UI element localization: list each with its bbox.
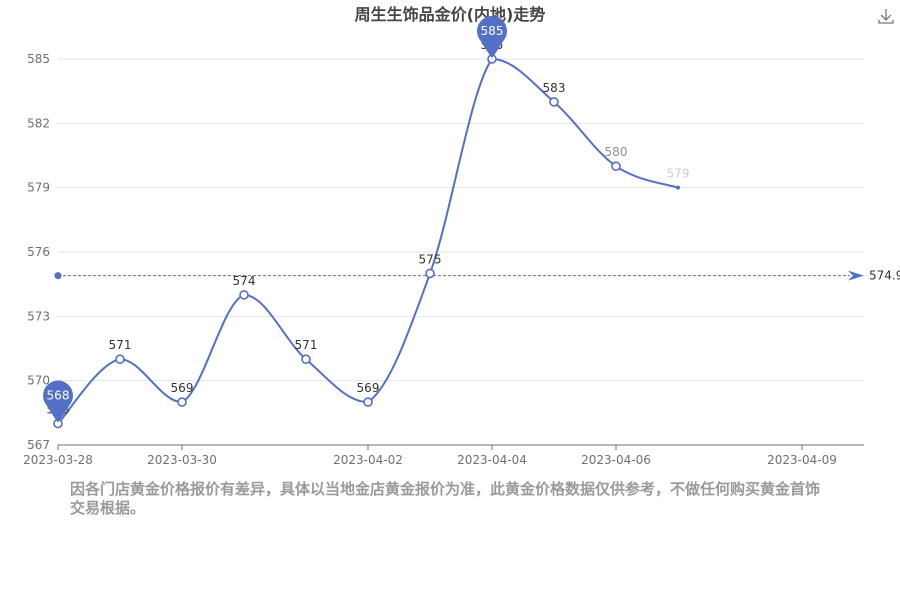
x-tick-label: 2023-04-06	[581, 453, 651, 467]
data-label: 583	[543, 81, 566, 95]
max-marker-body	[477, 16, 507, 46]
data-label: 574	[233, 274, 256, 288]
y-tick-label: 576	[27, 245, 50, 259]
axes: 567 570 573 576 579 582 585 2023-03-28 2023-03-3…	[23, 52, 864, 467]
data-point	[611, 161, 621, 172]
data-point	[177, 397, 187, 407]
y-tick-label: 582	[27, 116, 50, 130]
data-label: 579	[667, 167, 690, 181]
average-line-arrow	[848, 270, 864, 281]
data-label: 569	[357, 381, 380, 395]
x-tick-label: 2023-04-02	[333, 453, 403, 467]
data-point	[301, 354, 311, 365]
x-tick-label: 2023-04-04	[457, 453, 527, 467]
grid-lines	[58, 58, 864, 382]
data-label: 569	[171, 381, 194, 395]
min-marker-body	[43, 380, 73, 411]
data-point	[425, 268, 435, 279]
x-tick-label: 2023-04-09	[767, 453, 837, 467]
average-line: 574.9	[54, 269, 900, 283]
data-point	[115, 354, 125, 365]
price-series	[53, 54, 680, 429]
download-icon[interactable]	[876, 6, 896, 26]
y-tick-label: 567	[27, 438, 50, 452]
disclaimer-note: 因各门店黄金价格报价有差异，具体以当地金店黄金报价为准，此黄金价格数据仅供参考，…	[70, 480, 821, 517]
data-label: 571	[109, 338, 132, 352]
data-point	[239, 290, 249, 300]
y-tick-label: 573	[27, 309, 50, 323]
data-label: 580	[605, 145, 628, 159]
max-marker-label: 585	[481, 24, 504, 38]
data-label: 575	[419, 252, 442, 266]
y-tick-label: 585	[27, 52, 50, 66]
series-line	[57, 57, 679, 425]
average-value-label: 574.9	[869, 269, 900, 283]
y-tick-label: 579	[27, 181, 50, 195]
y-tick-label: 570	[27, 374, 50, 388]
x-tick-label: 2023-03-28	[23, 453, 93, 467]
average-line-start	[54, 272, 62, 280]
x-tick-label: 2023-03-30	[147, 453, 217, 467]
extreme-markers: 585 568	[43, 16, 507, 423]
chart-title: 周生生饰品金价(内地)走势	[355, 5, 546, 24]
data-point	[363, 397, 373, 407]
data-point	[676, 185, 680, 190]
data-labels: 568571569574571569575585583580579	[47, 38, 690, 417]
data-label: 571	[295, 338, 318, 352]
min-marker-label: 568	[47, 389, 70, 403]
data-point	[549, 97, 559, 107]
